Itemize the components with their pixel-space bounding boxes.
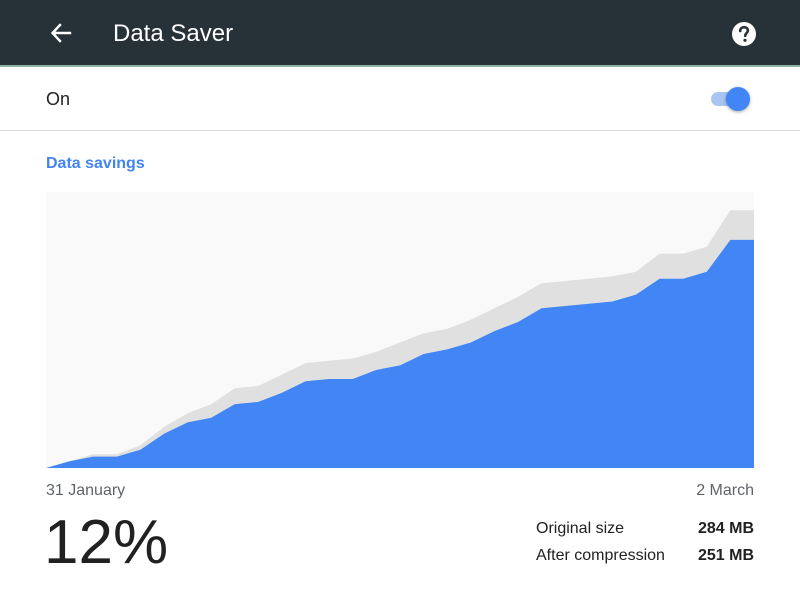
data-savings-chart	[46, 192, 754, 468]
original-size-value: 284 MB	[697, 520, 754, 537]
help-circle-icon	[732, 22, 756, 46]
original-size-row: Original size 284 MB	[536, 520, 754, 547]
back-button[interactable]	[42, 14, 80, 52]
data-saver-switch[interactable]	[708, 85, 754, 113]
page-title: Data Saver	[113, 20, 234, 47]
app-bar: Data Saver	[0, 0, 800, 67]
compressed-size-area	[46, 239, 754, 468]
arrow-back-icon	[50, 23, 72, 43]
size-stats: Original size 284 MB After compression 2…	[536, 520, 754, 574]
chart-end-date: 2 March	[696, 482, 754, 499]
compressed-size-row: After compression 251 MB	[536, 547, 754, 574]
savings-percent: 12%	[44, 508, 169, 577]
original-size-label: Original size	[536, 520, 625, 537]
chart-start-date: 31 January	[46, 482, 126, 499]
switch-thumb	[726, 87, 750, 111]
toggle-label: On	[46, 89, 71, 109]
data-savings-heading: Data savings	[46, 155, 145, 172]
compressed-size-label: After compression	[536, 547, 665, 564]
compressed-size-value: 251 MB	[697, 547, 754, 564]
data-saver-toggle-row[interactable]: On	[0, 67, 800, 131]
help-button[interactable]	[728, 18, 760, 50]
